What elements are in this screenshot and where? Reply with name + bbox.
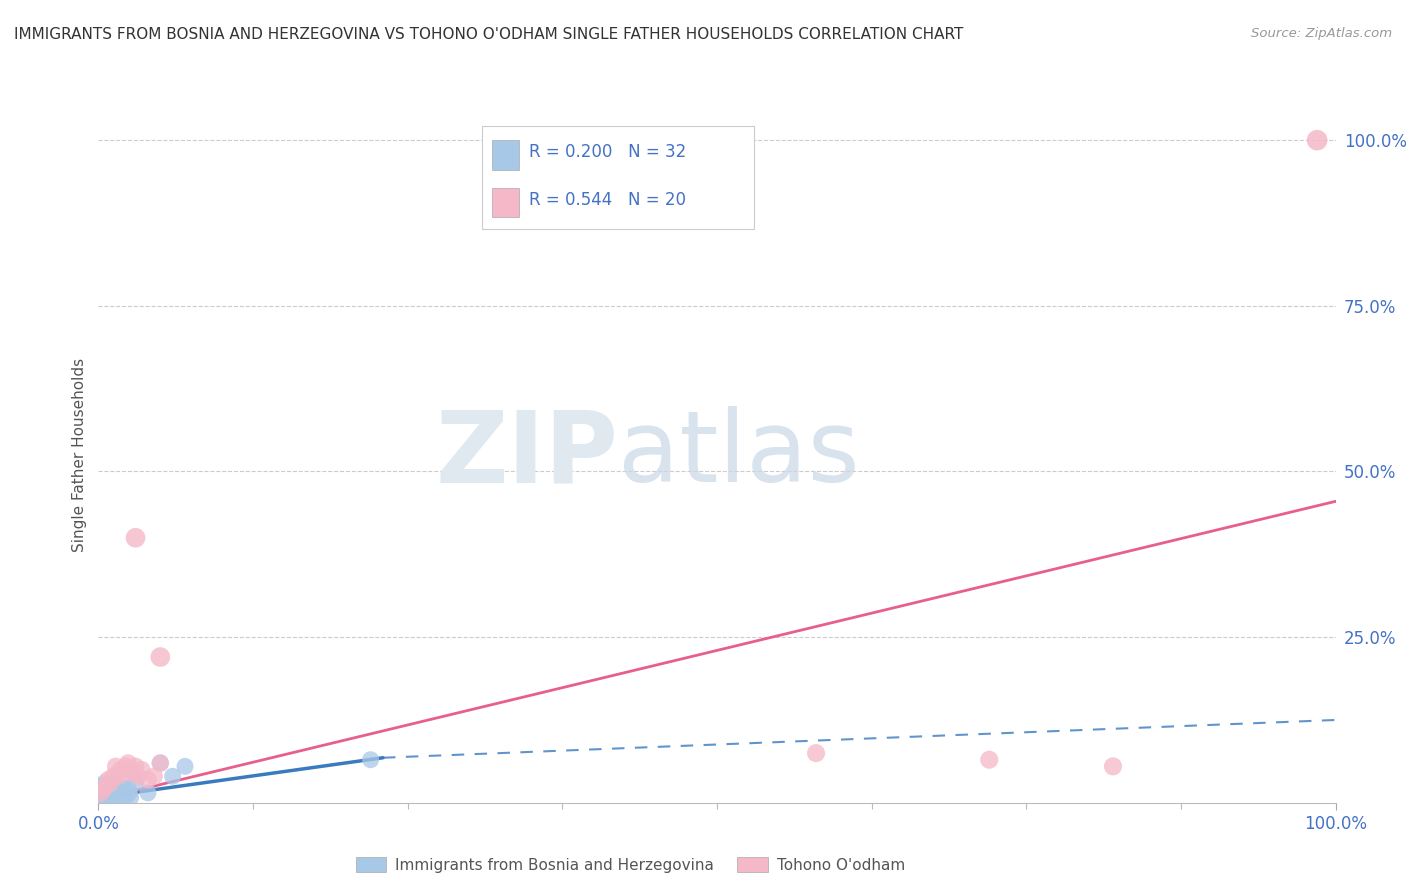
Point xyxy=(136,786,159,800)
Text: R = 0.544   N = 20: R = 0.544 N = 20 xyxy=(529,191,686,209)
Point xyxy=(90,786,112,800)
Point xyxy=(149,650,172,665)
FancyBboxPatch shape xyxy=(492,187,519,217)
Point xyxy=(118,786,141,800)
Point xyxy=(97,772,120,787)
Point xyxy=(162,769,184,783)
Point xyxy=(112,781,135,796)
Point xyxy=(120,790,142,805)
Point xyxy=(97,781,120,796)
Point xyxy=(100,784,122,798)
Point xyxy=(91,779,114,793)
Point xyxy=(114,759,136,773)
Point xyxy=(110,784,132,798)
Point xyxy=(1102,759,1125,773)
Text: IMMIGRANTS FROM BOSNIA AND HERZEGOVINA VS TOHONO O'ODHAM SINGLE FATHER HOUSEHOLD: IMMIGRANTS FROM BOSNIA AND HERZEGOVINA V… xyxy=(14,27,963,42)
Point xyxy=(124,776,146,790)
Point xyxy=(174,759,197,773)
Point xyxy=(93,786,115,800)
Point xyxy=(108,789,131,804)
Point xyxy=(100,776,122,790)
Point xyxy=(112,766,135,780)
FancyBboxPatch shape xyxy=(482,126,754,229)
Point xyxy=(101,779,124,793)
Point xyxy=(124,531,146,545)
Point xyxy=(103,790,125,805)
Point xyxy=(122,766,145,780)
Text: ZIP: ZIP xyxy=(436,407,619,503)
Point xyxy=(115,786,138,800)
Point xyxy=(1306,133,1329,147)
Point xyxy=(979,753,1001,767)
Legend: Immigrants from Bosnia and Herzegovina, Tohono O'odham: Immigrants from Bosnia and Herzegovina, … xyxy=(350,851,911,879)
Point xyxy=(107,769,129,783)
Point xyxy=(117,781,139,796)
Point xyxy=(89,786,111,800)
Point xyxy=(110,763,132,777)
Point xyxy=(136,772,159,787)
Text: atlas: atlas xyxy=(619,407,859,503)
Point xyxy=(103,769,125,783)
Point xyxy=(120,763,142,777)
Point xyxy=(149,756,172,770)
Point xyxy=(111,790,134,805)
Point xyxy=(90,789,112,804)
Point xyxy=(112,786,135,800)
Point xyxy=(143,769,166,783)
Y-axis label: Single Father Households: Single Father Households xyxy=(72,358,87,552)
Point xyxy=(149,756,172,770)
Point xyxy=(107,781,129,796)
Point xyxy=(104,776,127,790)
Point xyxy=(114,790,136,805)
Point xyxy=(94,779,117,793)
FancyBboxPatch shape xyxy=(492,140,519,169)
Point xyxy=(98,789,121,804)
Point xyxy=(105,786,128,800)
Point xyxy=(124,759,146,773)
Point xyxy=(103,786,125,800)
Point xyxy=(93,782,115,797)
Text: Source: ZipAtlas.com: Source: ZipAtlas.com xyxy=(1251,27,1392,40)
Point xyxy=(360,753,382,767)
Point xyxy=(117,756,139,770)
Point xyxy=(96,784,118,798)
Point xyxy=(804,746,827,760)
Point xyxy=(131,763,153,777)
Point xyxy=(104,759,127,773)
Point xyxy=(127,769,149,783)
Point xyxy=(93,776,115,790)
Point xyxy=(94,790,117,805)
Text: R = 0.200   N = 32: R = 0.200 N = 32 xyxy=(529,144,686,161)
